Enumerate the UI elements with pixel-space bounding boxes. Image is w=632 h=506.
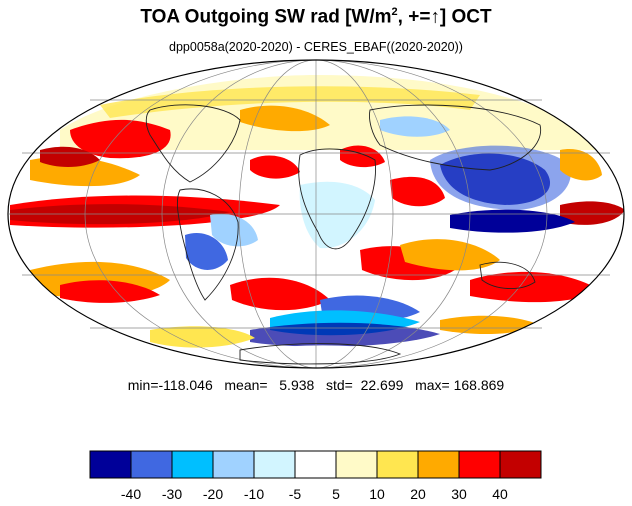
colorbar-box (335, 450, 378, 479)
colorbar-box (171, 450, 214, 479)
colorbar-tick-label: 5 (332, 486, 340, 502)
colorbar-tick-label: -30 (162, 486, 182, 502)
colorbar-tick-label: -20 (203, 486, 223, 502)
colorbar-box (253, 450, 296, 479)
coastlines (145, 104, 542, 365)
colorbar-tick-label: -5 (289, 486, 302, 502)
colorbar-tick-label: 30 (451, 486, 467, 502)
colorbar-tick-label: -10 (244, 486, 264, 502)
colorbar-box (130, 450, 173, 479)
map-outline (7, 59, 625, 369)
colorbar-tick-label: -40 (121, 486, 141, 502)
colorbar-box (458, 450, 501, 479)
colorbar-tick-label: 40 (492, 486, 508, 502)
statistics-line: min=-118.046 mean= 5.938 std= 22.699 max… (127, 377, 505, 393)
mollweide-map (7, 59, 625, 369)
colorbar-tick-label: 20 (410, 486, 426, 502)
colorbar-box (89, 450, 132, 479)
colorbar-tick-label: 10 (369, 486, 385, 502)
colorbar-labels: -40 -30 -20 -10 -5 5 10 20 30 40 (121, 486, 508, 502)
colorbar-box (212, 450, 255, 479)
colorbar-box (499, 450, 542, 479)
chart-subtitle: dpp0058a(2020-2020) - CERES_EBAF((2020-2… (169, 40, 463, 54)
colorbar-box (294, 450, 337, 479)
colorbar-box (417, 450, 460, 479)
chart-title: TOA Outgoing SW rad [W/m2, +=↑] OCT (140, 6, 492, 28)
colorbar-box (376, 450, 419, 479)
colorbar-boxes (89, 450, 542, 479)
